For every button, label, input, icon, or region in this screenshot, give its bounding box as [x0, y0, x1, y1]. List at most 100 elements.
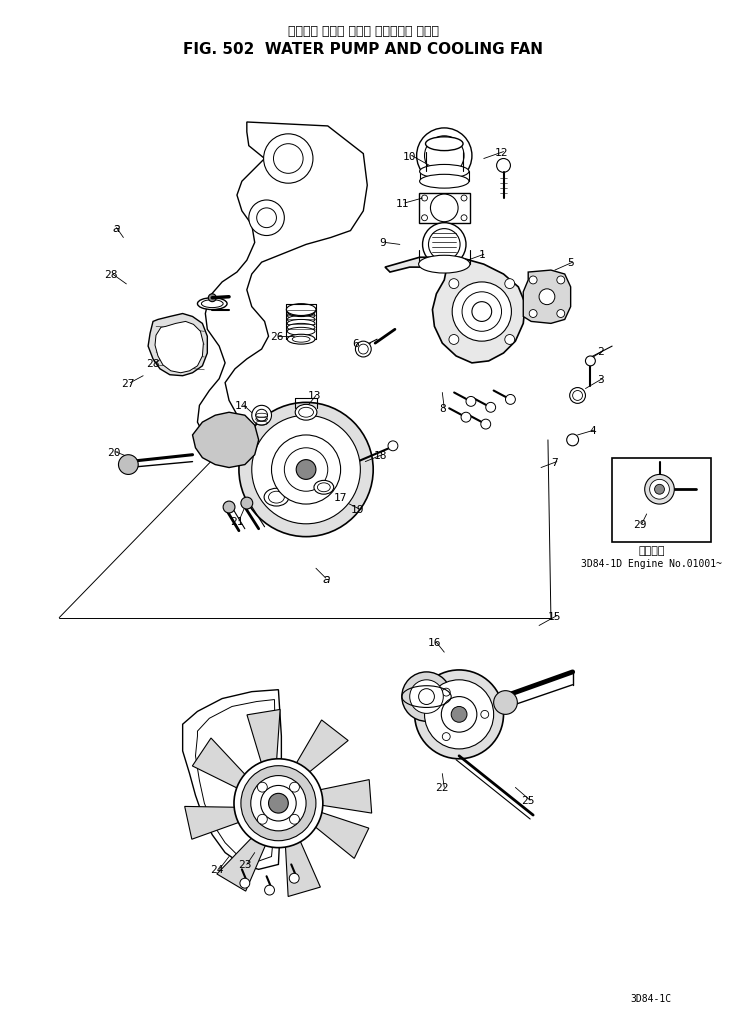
Circle shape: [453, 282, 511, 341]
Ellipse shape: [419, 256, 470, 274]
Circle shape: [539, 289, 555, 306]
Ellipse shape: [247, 431, 366, 510]
Text: 29: 29: [633, 520, 646, 529]
Circle shape: [273, 145, 303, 174]
Text: 14: 14: [235, 400, 248, 411]
Text: 10: 10: [403, 152, 416, 161]
Polygon shape: [284, 830, 321, 897]
Circle shape: [573, 391, 582, 401]
Polygon shape: [148, 314, 207, 376]
Circle shape: [441, 697, 477, 733]
Circle shape: [585, 357, 595, 367]
Ellipse shape: [425, 138, 463, 152]
Polygon shape: [523, 271, 570, 324]
Text: 16: 16: [427, 638, 441, 648]
Text: 22: 22: [436, 783, 449, 793]
Polygon shape: [385, 258, 525, 364]
Circle shape: [240, 878, 250, 889]
Text: ウォータ ポンプ および クーリング ファン: ウォータ ポンプ および クーリング ファン: [288, 24, 439, 38]
Text: 13: 13: [307, 391, 321, 401]
Polygon shape: [290, 720, 348, 781]
Text: 26: 26: [270, 332, 283, 342]
Circle shape: [486, 403, 495, 413]
Circle shape: [497, 159, 511, 173]
Circle shape: [442, 689, 450, 696]
Circle shape: [290, 783, 299, 793]
Circle shape: [494, 691, 517, 714]
Bar: [419, 172, 469, 182]
Text: 27: 27: [122, 378, 135, 388]
Text: a: a: [322, 572, 329, 585]
Circle shape: [257, 783, 268, 793]
Ellipse shape: [201, 301, 223, 309]
Ellipse shape: [198, 299, 227, 310]
Polygon shape: [217, 829, 270, 892]
Ellipse shape: [419, 175, 469, 189]
Text: 12: 12: [495, 148, 509, 158]
Circle shape: [462, 292, 502, 332]
Circle shape: [481, 420, 491, 430]
Circle shape: [419, 689, 434, 705]
Text: 28: 28: [104, 270, 117, 280]
Ellipse shape: [314, 481, 334, 494]
Bar: [419, 194, 470, 223]
Circle shape: [529, 277, 537, 284]
Polygon shape: [185, 807, 251, 840]
Polygon shape: [306, 809, 368, 859]
Text: 3D84-1C: 3D84-1C: [630, 993, 671, 1003]
Text: 通用号機: 通用号機: [638, 546, 665, 556]
Ellipse shape: [286, 305, 316, 316]
Circle shape: [529, 310, 537, 318]
Circle shape: [241, 497, 253, 510]
Circle shape: [178, 343, 186, 352]
Circle shape: [461, 216, 467, 221]
Circle shape: [388, 441, 398, 451]
Circle shape: [430, 195, 458, 222]
Circle shape: [451, 707, 467, 722]
Ellipse shape: [287, 328, 315, 336]
Circle shape: [461, 196, 467, 202]
Polygon shape: [192, 739, 254, 794]
Circle shape: [461, 413, 471, 423]
Ellipse shape: [318, 483, 330, 492]
Circle shape: [505, 279, 514, 289]
Circle shape: [466, 397, 476, 407]
Circle shape: [422, 196, 427, 202]
Circle shape: [256, 209, 276, 228]
Ellipse shape: [419, 165, 469, 179]
Text: 7: 7: [551, 458, 558, 467]
Circle shape: [119, 455, 139, 475]
Text: 17: 17: [334, 492, 347, 502]
Text: 23: 23: [238, 860, 251, 869]
Circle shape: [442, 733, 450, 741]
Circle shape: [506, 395, 515, 405]
Ellipse shape: [287, 335, 315, 344]
Circle shape: [567, 434, 579, 446]
Circle shape: [428, 229, 460, 261]
Circle shape: [271, 435, 340, 504]
Circle shape: [241, 766, 316, 841]
Circle shape: [251, 775, 306, 832]
Circle shape: [296, 461, 316, 480]
Circle shape: [472, 303, 492, 322]
Ellipse shape: [298, 408, 313, 418]
Text: a: a: [113, 222, 120, 235]
Text: 11: 11: [396, 199, 410, 209]
Circle shape: [557, 310, 565, 318]
Circle shape: [415, 671, 503, 759]
Ellipse shape: [287, 316, 315, 324]
Polygon shape: [192, 413, 259, 468]
Circle shape: [416, 128, 472, 184]
Circle shape: [358, 344, 368, 355]
Circle shape: [422, 216, 427, 221]
Circle shape: [268, 794, 288, 813]
Ellipse shape: [287, 324, 315, 332]
Ellipse shape: [287, 308, 315, 317]
Ellipse shape: [287, 312, 315, 320]
Text: 3D84-1D Engine No.01001~: 3D84-1D Engine No.01001~: [581, 558, 722, 569]
Circle shape: [645, 475, 674, 504]
Polygon shape: [308, 780, 371, 813]
Ellipse shape: [268, 492, 284, 503]
Text: 1: 1: [478, 250, 485, 260]
Circle shape: [402, 673, 451, 721]
